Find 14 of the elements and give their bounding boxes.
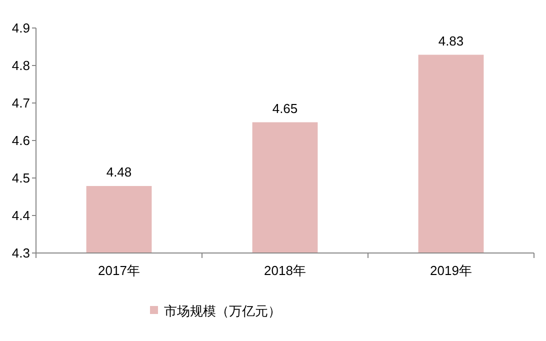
data-label: 4.83 — [438, 33, 464, 48]
x-tick-label: 2018年 — [264, 263, 306, 278]
y-tick-label: 4.5 — [12, 170, 30, 186]
y-tick-label: 4.3 — [12, 246, 30, 261]
y-tick-label: 4.7 — [12, 96, 30, 111]
y-tick-label: 4.6 — [12, 133, 30, 148]
y-tick-label: 4.8 — [12, 58, 30, 74]
x-tick-label: 2019年 — [430, 263, 472, 278]
y-tick-label: 4.9 — [12, 20, 30, 36]
y-tick-label: 4.4 — [12, 208, 30, 224]
data-label: 4.65 — [272, 100, 298, 116]
x-tick-label: 2017年 — [98, 263, 140, 278]
data-label: 4.48 — [106, 164, 132, 180]
legend-label: 市场规模（万亿元） — [164, 304, 281, 319]
